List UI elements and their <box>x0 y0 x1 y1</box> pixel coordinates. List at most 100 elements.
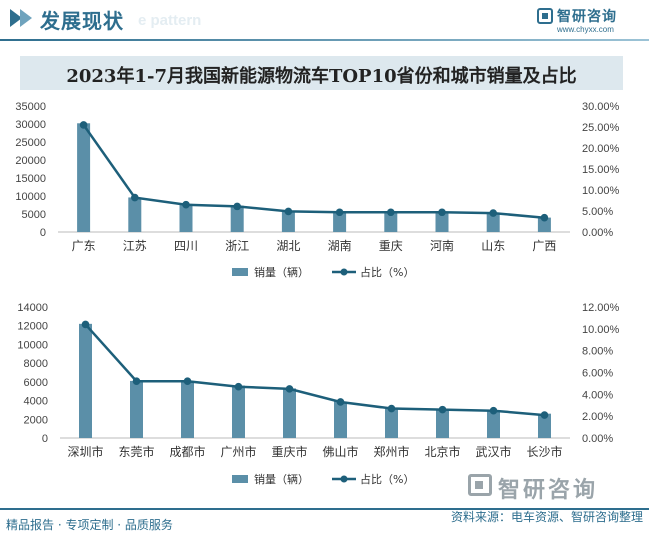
y-right-tick-label: 25.00% <box>582 122 620 134</box>
legend-line-label: 占比（%） <box>360 265 414 279</box>
y-right-tick-label: 5.00% <box>582 206 613 218</box>
share-point <box>387 404 396 413</box>
bar <box>385 408 398 438</box>
x-category-label: 北京市 <box>424 444 460 459</box>
brand-logo: 智研咨询 www.chyxx.com <box>537 5 637 37</box>
bar <box>333 212 347 232</box>
page-footer: 精品报告 · 专项定制 · 品质服务 资料来源：电车资源、智研咨询整理 <box>0 508 649 534</box>
y-right-tick-label: 2.00% <box>582 411 613 423</box>
x-category-label: 重庆 <box>379 239 403 253</box>
bar <box>77 123 91 232</box>
y-left-tick-label: 35000 <box>15 101 46 113</box>
bar <box>384 211 398 232</box>
x-category-label: 江苏 <box>123 239 147 253</box>
share-point <box>335 208 344 217</box>
bar <box>487 410 500 438</box>
share-point <box>81 320 90 329</box>
y-left-tick-label: 30000 <box>15 119 46 131</box>
y-right-tick-label: 12.00% <box>582 302 620 314</box>
share-point <box>540 411 549 419</box>
bar <box>79 323 92 438</box>
x-category-label: 深圳市 <box>67 444 103 459</box>
header-watermark-text: e pattern <box>138 12 202 29</box>
y-right-tick-label: 4.00% <box>582 389 613 401</box>
share-line <box>82 124 545 219</box>
share-point <box>387 208 395 217</box>
header-divider <box>0 39 649 41</box>
bar <box>537 217 551 232</box>
y-left-tick-label: 0 <box>42 433 48 445</box>
x-category-label: 长沙市 <box>526 444 562 459</box>
y-left-tick-label: 2000 <box>24 414 48 426</box>
brand-logo-name: 智研咨询 <box>557 9 617 25</box>
legend-bar-swatch <box>232 268 248 276</box>
y-left-tick-label: 8000 <box>24 358 48 370</box>
chart-2: 0 2000 4000 6000 8000 10000 12000 14000 0.00% 2.0… <box>17 302 619 486</box>
y-left-tick-label: 25000 <box>15 137 46 149</box>
bar <box>436 409 449 438</box>
legend-bar-label: 销量（辆） <box>254 265 309 279</box>
bar <box>334 401 347 438</box>
bar <box>179 203 193 232</box>
bar <box>486 213 500 232</box>
x-category-label: 河南 <box>430 238 454 253</box>
y-right-tick-label: 8.00% <box>582 346 613 358</box>
x-category-label: 广西 <box>532 239 556 253</box>
bar <box>232 385 245 438</box>
y-left-tick-label: 12000 <box>17 321 48 333</box>
x-category-label: 广州市 <box>220 444 256 459</box>
y-left-tick-label: 5000 <box>22 209 46 221</box>
bar <box>281 210 295 232</box>
bar <box>230 205 244 232</box>
x-category-label: 四川 <box>174 239 198 253</box>
legend-bar-label: 销量（辆） <box>254 472 309 486</box>
x-category-label: 成都市 <box>169 444 205 459</box>
header-arrow-icon-secondary <box>20 9 32 27</box>
share-line <box>84 323 545 417</box>
x-category-label: 武汉市 <box>475 444 511 459</box>
page-title: 发展现状 <box>40 9 124 33</box>
bar <box>435 211 449 232</box>
page-header: 发展现状 e pattern 智研咨询 www.chyxx.com <box>0 0 649 41</box>
share-point <box>489 406 498 415</box>
legend-line-marker <box>340 475 348 483</box>
share-point <box>182 200 190 209</box>
x-category-label: 东莞市 <box>118 444 154 459</box>
share-point <box>540 213 549 222</box>
x-category-label: 重庆市 <box>271 444 307 459</box>
footer-tagline: 精品报告 · 专项定制 · 品质服务 <box>6 518 173 532</box>
bar <box>130 380 143 438</box>
y-left-tick-label: 14000 <box>17 302 48 314</box>
share-point <box>183 377 192 386</box>
y-left-tick-label: 4000 <box>24 396 48 408</box>
chart-title-bar: 2023年1-7月我国新能源物流车TOP10省份和城市销量及占比 <box>20 56 623 90</box>
footer-logo-name: 智研咨询 <box>498 478 599 503</box>
legend-line-marker <box>340 268 348 276</box>
y-left-tick-label: 0 <box>40 227 46 239</box>
y-right-tick-label: 6.00% <box>582 368 613 380</box>
footer-source: 资料来源：电车资源、智研咨询整理 <box>450 510 643 524</box>
y-right-tick-label: 15.00% <box>582 164 620 176</box>
x-category-label: 山东 <box>481 239 505 253</box>
header-arrow-icon <box>10 9 22 27</box>
share-point <box>489 209 498 217</box>
footer-brand-logo: 智研咨询 <box>468 472 638 503</box>
x-category-label: 湖南 <box>328 238 352 253</box>
share-point <box>79 121 88 129</box>
x-category-label: 郑州市 <box>373 444 409 459</box>
share-point <box>438 405 447 414</box>
y-right-tick-label: 0.00% <box>582 227 613 239</box>
legend-line-label: 占比（%） <box>360 472 414 486</box>
brand-logo-icon <box>537 8 553 24</box>
share-point <box>233 202 241 211</box>
share-point <box>131 193 139 202</box>
brand-logo-url: www.chyxx.com <box>557 25 614 34</box>
x-category-label: 浙江 <box>225 239 249 253</box>
y-left-tick-label: 10000 <box>17 339 48 351</box>
share-point <box>438 208 446 217</box>
x-category-label: 佛山市 <box>322 444 358 459</box>
y-left-tick-label: 6000 <box>24 377 48 389</box>
bar <box>128 197 142 232</box>
x-category-label: 广东 <box>72 239 96 253</box>
